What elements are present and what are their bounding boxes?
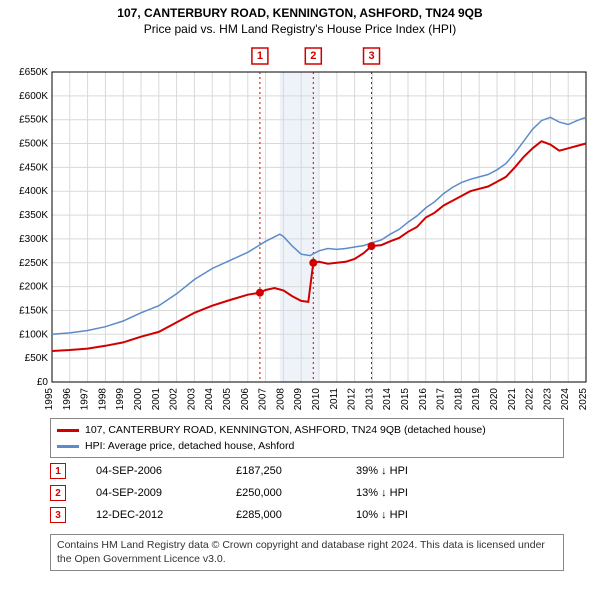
- svg-text:2002: 2002: [169, 388, 180, 411]
- svg-text:2019: 2019: [471, 388, 482, 411]
- transaction-price: £285,000: [236, 509, 356, 521]
- svg-text:1996: 1996: [62, 388, 73, 411]
- transaction-diff: 13% ↓ HPI: [356, 487, 456, 499]
- transaction-diff: 10% ↓ HPI: [356, 509, 456, 521]
- line-chart: £0 £50K £100K £150K £200K £250K £300K £350K £400…: [8, 42, 592, 412]
- svg-text:2024: 2024: [560, 388, 571, 411]
- transaction-row: 2 04-SEP-2009£250,00013% ↓ HPI: [50, 482, 456, 504]
- legend-swatch: [57, 429, 79, 432]
- chart-area: £0 £50K £100K £150K £200K £250K £300K £350K £400…: [8, 42, 592, 412]
- svg-text:£100K: £100K: [19, 329, 48, 340]
- svg-text:£250K: £250K: [19, 258, 48, 269]
- svg-text:2010: 2010: [311, 388, 322, 411]
- legend-item: 107, CANTERBURY ROAD, KENNINGTON, ASHFOR…: [57, 422, 557, 438]
- svg-text:2009: 2009: [293, 388, 304, 411]
- transaction-marker: 1: [50, 463, 66, 479]
- legend-item: HPI: Average price, detached house, Ashf…: [57, 438, 557, 454]
- svg-text:1995: 1995: [44, 388, 55, 411]
- legend: 107, CANTERBURY ROAD, KENNINGTON, ASHFOR…: [50, 418, 564, 458]
- svg-text:2003: 2003: [186, 388, 197, 411]
- svg-text:2001: 2001: [151, 388, 162, 411]
- svg-text:2011: 2011: [329, 388, 340, 410]
- transaction-date: 12-DEC-2012: [96, 509, 236, 521]
- transaction-list: 1 04-SEP-2006£187,25039% ↓ HPI 2 04-SEP-200…: [50, 460, 456, 526]
- svg-text:£550K: £550K: [19, 115, 48, 126]
- svg-text:1997: 1997: [80, 388, 91, 411]
- legend-label: HPI: Average price, detached house, Ashf…: [85, 440, 294, 452]
- svg-text:£450K: £450K: [19, 162, 48, 173]
- page: 107, CANTERBURY ROAD, KENNINGTON, ASHFOR…: [0, 0, 600, 590]
- svg-text:2013: 2013: [364, 388, 375, 411]
- svg-text:£200K: £200K: [19, 282, 48, 293]
- svg-text:£350K: £350K: [19, 210, 48, 221]
- transaction-marker: 3: [50, 507, 66, 523]
- svg-text:2020: 2020: [489, 388, 500, 411]
- svg-text:£650K: £650K: [19, 67, 48, 78]
- svg-text:2008: 2008: [275, 388, 286, 411]
- transaction-price: £250,000: [236, 487, 356, 499]
- svg-text:£150K: £150K: [19, 305, 48, 316]
- svg-text:2007: 2007: [258, 388, 269, 411]
- transaction-price: £187,250: [236, 465, 356, 477]
- svg-text:£300K: £300K: [19, 234, 48, 245]
- svg-text:2: 2: [310, 50, 316, 62]
- svg-text:2022: 2022: [525, 388, 536, 411]
- svg-text:3: 3: [368, 50, 374, 62]
- legend-swatch: [57, 445, 79, 448]
- svg-text:1: 1: [257, 50, 263, 62]
- svg-text:2012: 2012: [347, 388, 358, 411]
- svg-text:2025: 2025: [578, 388, 589, 411]
- svg-text:2018: 2018: [453, 388, 464, 411]
- svg-text:£0: £0: [37, 377, 49, 388]
- svg-text:£400K: £400K: [19, 186, 48, 197]
- transaction-diff: 39% ↓ HPI: [356, 465, 456, 477]
- svg-text:1999: 1999: [115, 388, 126, 411]
- svg-text:£600K: £600K: [19, 91, 48, 102]
- svg-text:2005: 2005: [222, 388, 233, 411]
- credit-notice: Contains HM Land Registry data © Crown c…: [50, 534, 564, 571]
- svg-text:2021: 2021: [507, 388, 518, 411]
- svg-text:2006: 2006: [240, 388, 251, 411]
- svg-text:2000: 2000: [133, 388, 144, 411]
- svg-text:£500K: £500K: [19, 139, 48, 150]
- transaction-date: 04-SEP-2006: [96, 465, 236, 477]
- legend-label: 107, CANTERBURY ROAD, KENNINGTON, ASHFOR…: [85, 424, 486, 436]
- chart-subtitle: Price paid vs. HM Land Registry's House …: [0, 20, 600, 40]
- svg-text:2017: 2017: [436, 388, 447, 411]
- svg-text:2016: 2016: [418, 388, 429, 411]
- svg-text:2023: 2023: [542, 388, 553, 411]
- transaction-marker: 2: [50, 485, 66, 501]
- transaction-row: 1 04-SEP-2006£187,25039% ↓ HPI: [50, 460, 456, 482]
- chart-title: 107, CANTERBURY ROAD, KENNINGTON, ASHFOR…: [0, 0, 600, 20]
- svg-text:2015: 2015: [400, 388, 411, 411]
- svg-text:1998: 1998: [97, 388, 108, 411]
- svg-text:2004: 2004: [204, 388, 215, 411]
- svg-text:2014: 2014: [382, 388, 393, 411]
- transaction-row: 3 12-DEC-2012£285,00010% ↓ HPI: [50, 504, 456, 526]
- svg-text:£50K: £50K: [25, 353, 49, 364]
- transaction-date: 04-SEP-2009: [96, 487, 236, 499]
